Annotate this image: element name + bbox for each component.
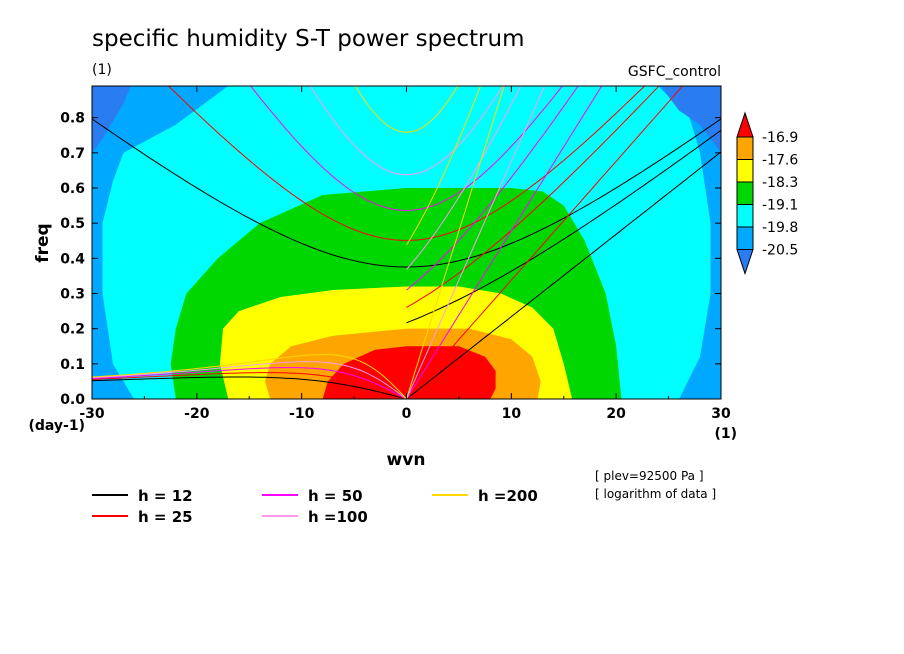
kelvin-wave-curve [406, 86, 546, 399]
y-axis-title: freq [33, 223, 53, 262]
rossby-wave-curve [92, 372, 407, 399]
note-pressure-level: [ plev=92500 Pa ] [595, 469, 704, 483]
mixed-rossby-gravity-curve [406, 86, 579, 291]
x-tick-label: 30 [711, 406, 731, 422]
rossby-wave-curve [92, 367, 407, 399]
colorbar-level-label: -20.5 [762, 243, 798, 259]
filled-contours [92, 86, 721, 399]
rossby-wave-curve [92, 361, 407, 399]
inertia-gravity-curve [309, 86, 504, 176]
x-tick-label: -30 [79, 406, 105, 422]
dispersion-set-h50 [92, 86, 603, 399]
colorbar-level-label: -19.1 [762, 198, 798, 214]
dispersion-set-h200 [92, 86, 505, 399]
legend-label: h = 25 [138, 508, 193, 526]
y-tick-label: 0.5 [60, 216, 85, 232]
mixed-rossby-gravity-curve [406, 86, 482, 246]
contour-corner-2 [661, 86, 721, 153]
y-tick-label: 0.0 [60, 392, 85, 408]
kelvin-wave-curve [406, 86, 505, 399]
y-tick-label: 0.2 [60, 322, 85, 338]
legend-label: h = 50 [308, 487, 363, 505]
dispersion-set-h12 [92, 118, 721, 399]
dispersion-set-h100 [92, 86, 546, 399]
y-tick-label: 0.7 [60, 146, 85, 162]
colorbar-min-arrow [736, 249, 754, 276]
colorbar-max-arrow [736, 111, 754, 138]
colorbar-level-label: -16.9 [762, 130, 798, 146]
colorbar-level-label: -19.8 [762, 220, 798, 236]
contour-corner-1 [92, 86, 131, 153]
y-tick-label: 0.8 [60, 111, 85, 127]
colorbar-swatch [736, 136, 754, 160]
y-tick-label: 0.3 [60, 286, 85, 302]
x-tick-label: -20 [184, 406, 210, 422]
legend-label: h = 12 [138, 487, 193, 505]
note-log-scale: [ logarithm of data ] [595, 487, 716, 501]
contour-region-6 [322, 346, 496, 399]
colorbar-swatch [736, 181, 754, 205]
kelvin-wave-curve [406, 151, 721, 399]
colorbar-swatch [736, 204, 754, 228]
colorbar-level-label: -18.3 [762, 175, 798, 191]
x-tick-label: 20 [606, 406, 626, 422]
chart-subtitle-unit: (1) [92, 62, 112, 78]
x-tick-label: -10 [289, 406, 315, 422]
mixed-rossby-gravity-curve [406, 86, 660, 308]
inertia-gravity-curve [92, 118, 721, 268]
y-tick-label: 0.1 [60, 357, 85, 373]
mixed-rossby-gravity-curve [406, 86, 522, 270]
legend: h = 12 h = 25 h = 50 h =100 h =200 [92, 487, 538, 526]
colorbar-swatch [736, 159, 754, 183]
x-unit-label: (1) [714, 426, 737, 442]
rossby-wave-curve [92, 376, 407, 399]
x-tick-label: 0 [402, 406, 412, 422]
x-tick-label: 10 [502, 406, 522, 422]
colorbar-swatch [736, 226, 754, 250]
chart-subtitle-experiment: GSFC_control [628, 64, 721, 80]
dispersion-set-h25 [92, 86, 684, 399]
legend-label: h =200 [478, 487, 538, 505]
inertia-gravity-curve [167, 86, 646, 241]
mixed-rossby-gravity-curve [406, 129, 721, 324]
y-unit-label: (day-1) [28, 418, 85, 434]
y-tick-label: 0.6 [60, 181, 85, 197]
kelvin-wave-curve [406, 86, 603, 399]
rossby-wave-curve [92, 353, 407, 399]
inertia-gravity-curve [250, 86, 563, 211]
inertia-gravity-curve [354, 86, 459, 133]
colorbar-level-label: -17.6 [762, 153, 798, 169]
x-axis-title: wvn [387, 450, 426, 470]
chart-title: specific humidity S-T power spectrum [92, 26, 524, 52]
legend-label: h =100 [308, 508, 368, 526]
x-axis: -30 -20 -10 0 10 20 30 [79, 86, 731, 422]
y-tick-label: 0.4 [60, 251, 85, 267]
plot-area [92, 86, 721, 399]
dispersion-curves [92, 86, 721, 399]
kelvin-wave-curve [406, 86, 684, 399]
y-axis: 0.0 0.1 0.2 0.3 0.4 0.5 0.6 0.7 0.8 [60, 111, 721, 408]
colorbar: -16.9 -17.6 -18.3 -19.1 -19.8 -20.5 [736, 111, 798, 276]
